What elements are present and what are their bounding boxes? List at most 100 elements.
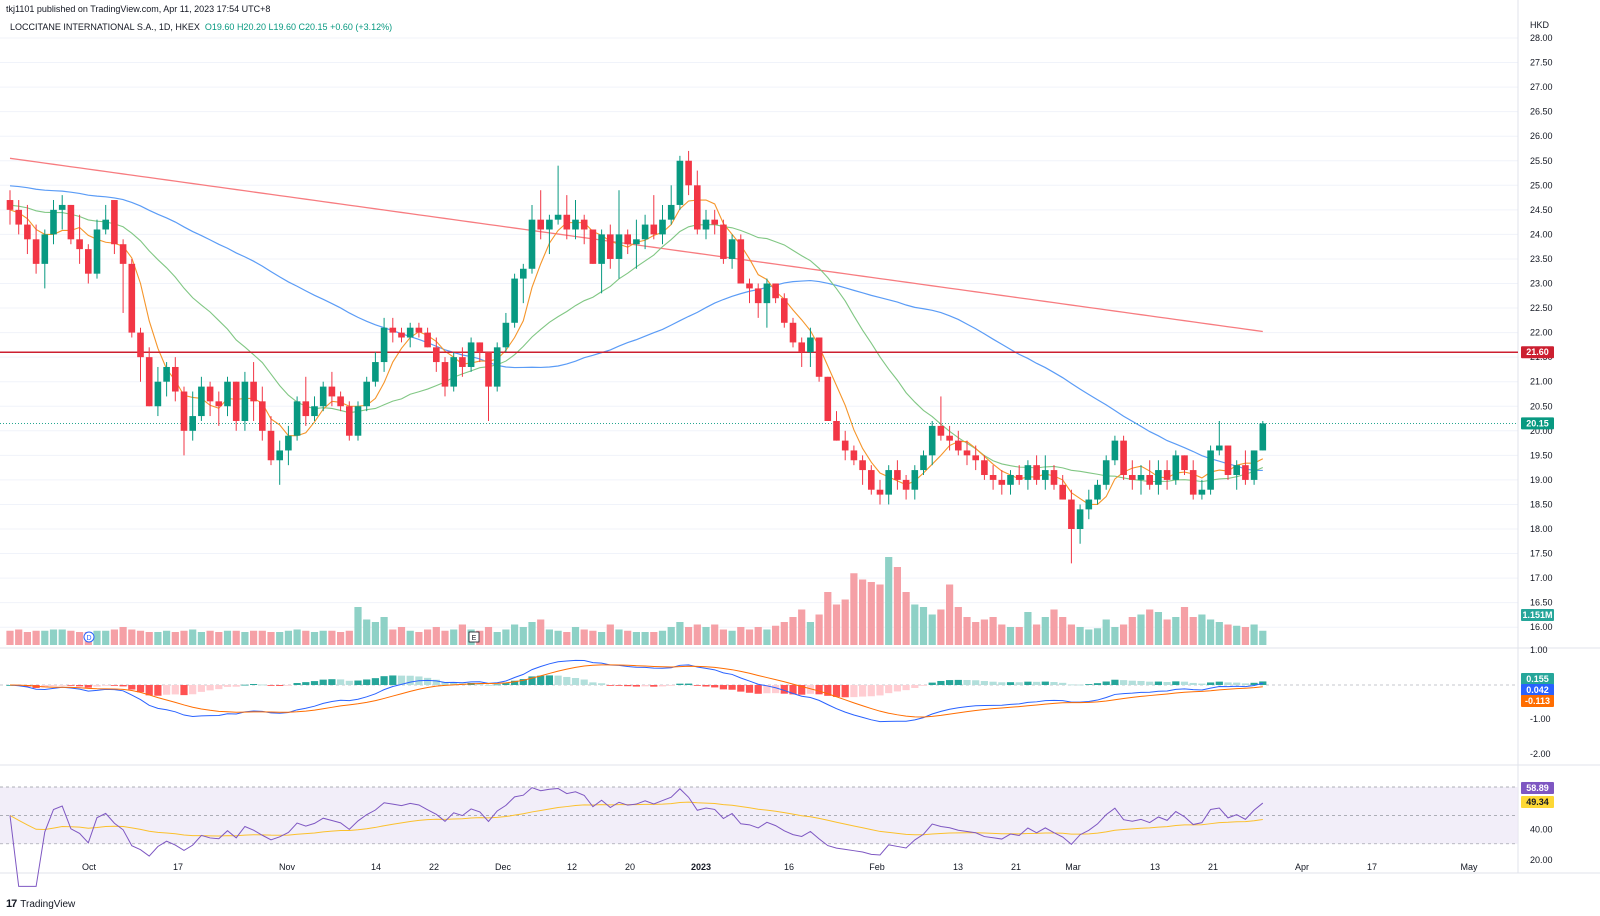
macd-histogram-bar — [580, 679, 588, 685]
macd-histogram-bar — [1189, 682, 1197, 685]
macd-histogram-bar — [450, 682, 458, 685]
time-tick-label: Nov — [279, 862, 296, 872]
macd-histogram-bar — [371, 678, 379, 685]
volume-bar — [867, 582, 875, 645]
time-tick-label: Mar — [1065, 862, 1081, 872]
macd-histogram-bar — [641, 685, 649, 687]
volume-bar — [310, 632, 319, 645]
candle-body — [32, 239, 40, 264]
candle-body — [1181, 455, 1188, 471]
volume-bar — [998, 624, 1006, 645]
candle-body — [1216, 445, 1223, 451]
candle-body — [58, 204, 66, 210]
volume-bar — [1224, 624, 1232, 645]
candle-body — [850, 450, 858, 461]
price-tick-label: 19.50 — [1530, 450, 1553, 460]
brand-name: TradingView — [20, 898, 76, 910]
macd-histogram-bar — [197, 685, 205, 692]
volume-bar — [67, 630, 75, 645]
candles — [6, 150, 1267, 564]
candle-body — [137, 332, 144, 358]
symbol-legend: LOCCITANE INTERNATIONAL S.A., 1D, HKEX O… — [10, 22, 392, 32]
candle-body — [502, 322, 510, 348]
candle-body — [902, 479, 910, 490]
time-tick-label: 20 — [625, 862, 635, 872]
time-tick-label: 21 — [1011, 862, 1021, 872]
macd-histogram-bar — [258, 684, 266, 686]
candle-body — [1033, 465, 1040, 480]
volume-bar — [363, 619, 371, 645]
candle-body — [493, 347, 501, 387]
volume-bar — [32, 630, 40, 645]
macd-histogram-bar — [1241, 683, 1249, 685]
time-tick-label: 14 — [371, 862, 381, 872]
candle-body — [641, 224, 649, 240]
macd-histogram-bar — [484, 684, 493, 686]
candle-body — [537, 219, 544, 230]
candle-body — [1250, 450, 1258, 480]
candle-body — [85, 249, 92, 274]
volume-bar — [1006, 627, 1015, 645]
candle-body — [467, 342, 475, 367]
macd-histogram-bar — [798, 685, 806, 695]
macd-histogram-bar — [911, 685, 919, 688]
volume-bar — [859, 579, 867, 645]
macd-histogram-bar — [859, 685, 867, 697]
candle-body — [406, 327, 414, 338]
volume-bar — [824, 592, 832, 645]
candle-body — [1102, 460, 1110, 485]
macd-histogram-bar — [406, 675, 414, 685]
candle-body — [76, 239, 83, 250]
candle-body — [459, 357, 466, 367]
time-tick-label: 17 — [1367, 862, 1377, 872]
macd-histogram-bar — [241, 684, 249, 686]
volume-bar — [441, 630, 449, 645]
time-tick-label: Feb — [869, 862, 885, 872]
candle-body — [476, 342, 484, 353]
ma50-line — [9, 185, 1263, 472]
volume-bar — [667, 627, 675, 645]
volume-bar — [223, 630, 232, 645]
macd-histogram-bar — [737, 685, 745, 692]
macd-histogram-bar — [1128, 680, 1136, 685]
volume-bar — [893, 567, 901, 645]
volume-bar — [189, 629, 197, 645]
candle-body — [607, 234, 614, 259]
candle-body — [676, 160, 684, 205]
macd-histogram-bar — [711, 685, 719, 688]
change-value: +0.60 (+3.12%) — [330, 22, 393, 32]
candle-body — [894, 470, 901, 480]
macd-histogram-bar — [302, 682, 310, 685]
macd-histogram-bar — [928, 682, 936, 685]
macd-histogram-bar — [1120, 680, 1128, 685]
macd-histogram-bar — [632, 685, 640, 687]
macd-histogram-bar — [1076, 684, 1084, 686]
macd-histogram-bar — [49, 685, 58, 687]
macd-histogram-bar — [519, 679, 527, 685]
macd-histogram-bar — [1093, 683, 1102, 685]
macd-histogram-bar — [702, 685, 710, 687]
volume-bar — [450, 629, 458, 645]
volume-bar — [780, 622, 788, 645]
candle-body — [441, 362, 449, 387]
macd-histogram-bar — [728, 685, 736, 690]
candle-body — [589, 229, 597, 264]
macd-histogram-bar — [1006, 682, 1015, 685]
volume-bar — [1215, 622, 1223, 645]
candle-body — [41, 234, 49, 264]
symbol-name: LOCCITANE INTERNATIONAL S.A., 1D, HKEX — [10, 22, 200, 32]
tradingview-brand[interactable]: 17 TradingView — [6, 898, 75, 910]
volume-tag-bg — [1521, 609, 1554, 621]
macd-histogram-bar — [232, 685, 240, 687]
macd-histogram-bar — [1154, 681, 1162, 685]
candle-body — [1094, 484, 1101, 500]
macd-histogram-bar — [276, 685, 284, 686]
macd-histogram-bar — [919, 685, 928, 686]
macd-histogram-bar — [832, 685, 841, 697]
volume-bar — [1041, 617, 1049, 645]
volume-bar — [1059, 617, 1067, 645]
macd-histogram-bar — [363, 679, 371, 685]
candle-body — [1050, 470, 1058, 485]
